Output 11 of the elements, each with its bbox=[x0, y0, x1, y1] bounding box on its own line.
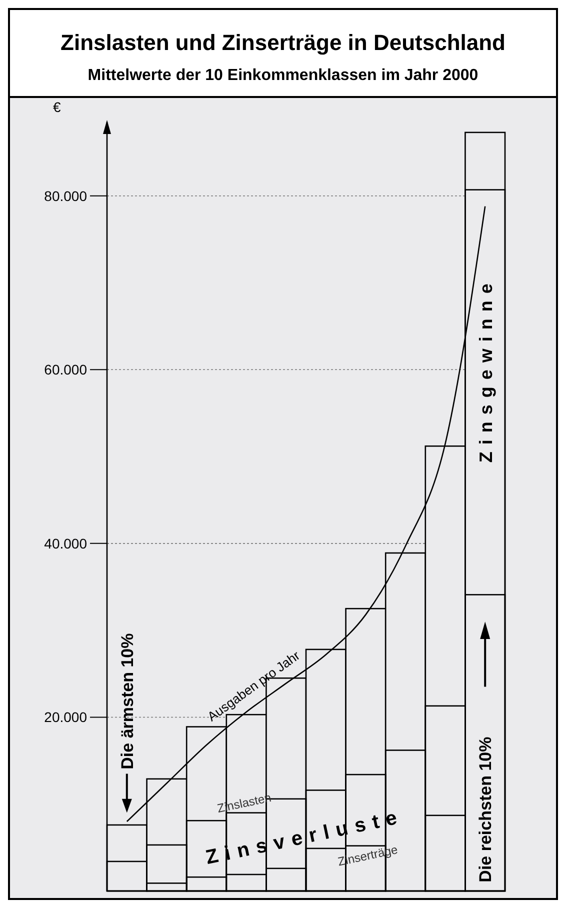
annotation: Die reichsten 10% bbox=[476, 736, 496, 882]
chart-title: Zinslasten und Zinserträge in Deutschland bbox=[60, 30, 506, 55]
y-tick-label: 80.000 bbox=[44, 188, 88, 204]
y-axis-title: € bbox=[53, 99, 61, 115]
chart-subtitle: Mittelwerte der 10 Einkommenklassen im Jahr 2000 bbox=[88, 67, 478, 84]
annotation: Die ärmsten 10% bbox=[118, 633, 137, 770]
annotation: Zinsgewinne bbox=[476, 276, 496, 463]
y-tick-label: 20.000 bbox=[44, 709, 88, 726]
y-tick-label: 60.000 bbox=[44, 362, 88, 378]
text: Zinslasten bbox=[216, 790, 272, 816]
y-tick-label: 40.000 bbox=[44, 535, 88, 552]
